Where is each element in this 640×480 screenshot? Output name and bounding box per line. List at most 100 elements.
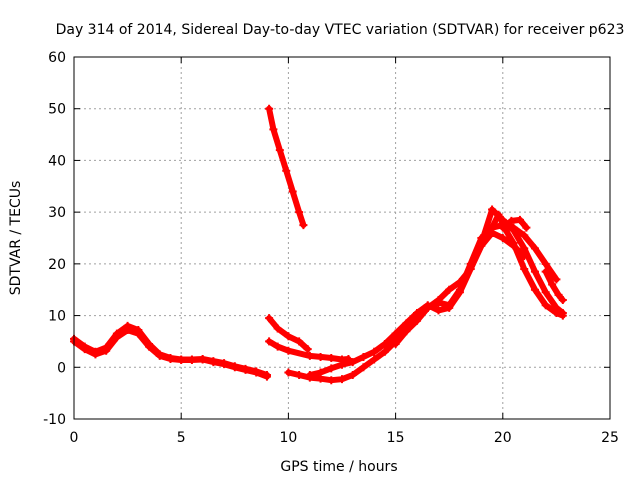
data-point	[402, 327, 411, 336]
data-point	[166, 355, 175, 364]
data-point	[284, 368, 293, 377]
data-point	[380, 347, 389, 356]
data-point	[284, 332, 293, 341]
data-points	[70, 104, 567, 385]
series-line	[306, 229, 528, 378]
data-point	[370, 355, 379, 364]
data-point	[295, 208, 304, 217]
series-track-k	[541, 267, 567, 305]
y-tick-label: 10	[48, 309, 66, 325]
data-point	[348, 358, 357, 367]
data-point	[552, 303, 561, 312]
data-point	[91, 350, 100, 359]
data-point	[515, 215, 524, 224]
x-tick-label: 25	[601, 430, 619, 446]
series-line	[71, 327, 270, 380]
data-point	[303, 345, 312, 354]
x-tick-label: 20	[494, 430, 512, 446]
data-point	[282, 166, 291, 175]
y-tick-label: 20	[48, 257, 66, 273]
series-line	[499, 216, 530, 231]
x-tick-label: 10	[279, 430, 297, 446]
y-tick-label: 30	[48, 205, 66, 221]
series-track-h	[391, 205, 567, 349]
data-point	[112, 333, 121, 342]
data-point	[295, 337, 304, 346]
data-point	[123, 326, 132, 335]
data-point	[423, 303, 432, 312]
plot-frame	[73, 56, 611, 420]
data-point	[522, 223, 531, 232]
data-point	[558, 308, 567, 317]
data-point	[434, 296, 443, 305]
data-point	[370, 347, 379, 356]
data-point	[299, 221, 308, 230]
data-point	[488, 223, 497, 232]
data-point	[541, 259, 550, 268]
data-point	[134, 329, 143, 338]
data-point	[391, 340, 400, 349]
data-point	[348, 371, 357, 380]
series-track-i	[488, 210, 561, 284]
data-point	[541, 301, 550, 310]
data-point	[413, 314, 422, 323]
data-point	[241, 365, 250, 374]
data-point	[265, 104, 274, 113]
data-point	[391, 329, 400, 338]
y-axis-label: SDTVAR / TECUs	[8, 181, 24, 296]
data-point	[80, 345, 89, 354]
data-point	[327, 376, 336, 385]
y-tick-label: 60	[48, 50, 66, 66]
data-point	[265, 314, 274, 323]
data-point	[520, 265, 529, 274]
y-tick-label: -10	[43, 412, 66, 428]
data-point	[338, 375, 346, 384]
data-point	[466, 265, 475, 274]
data-point	[541, 288, 550, 297]
y-tick-label: 0	[57, 360, 66, 376]
data-point	[262, 372, 271, 381]
data-point	[209, 358, 218, 367]
series-track-e	[265, 337, 353, 364]
data-point	[530, 285, 539, 294]
data-point	[316, 352, 325, 361]
data-point	[265, 337, 274, 346]
data-point	[102, 346, 111, 355]
data-point	[338, 360, 346, 369]
data-point	[445, 303, 454, 312]
data-point	[380, 340, 389, 349]
data-point	[305, 371, 314, 380]
series-track-b	[70, 326, 271, 381]
data-point	[198, 355, 207, 364]
data-point	[507, 216, 516, 225]
data-point	[477, 239, 486, 248]
y-tick-label: 50	[48, 102, 66, 118]
data-point	[273, 324, 282, 333]
data-point	[434, 306, 443, 315]
data-point	[558, 296, 567, 305]
x-axis-label: GPS time / hours	[280, 459, 397, 475]
x-tick-label: 5	[177, 430, 186, 446]
data-point	[252, 368, 261, 377]
data-point	[359, 363, 368, 372]
data-point	[284, 346, 293, 355]
data-point	[455, 288, 464, 297]
data-point	[498, 234, 507, 242]
data-point	[269, 125, 278, 134]
data-point	[145, 342, 154, 351]
data-point	[230, 363, 239, 372]
data-point	[548, 280, 557, 289]
data-point	[305, 351, 314, 360]
data-point	[530, 244, 539, 253]
data-point	[488, 205, 497, 214]
series-line	[392, 206, 566, 347]
data-point	[220, 360, 229, 369]
data-point	[273, 342, 282, 351]
data-point	[494, 210, 503, 219]
data-point	[554, 290, 563, 299]
data-point	[530, 267, 539, 276]
series-track-d	[265, 314, 312, 354]
data-point	[295, 371, 304, 380]
data-point	[316, 368, 325, 377]
